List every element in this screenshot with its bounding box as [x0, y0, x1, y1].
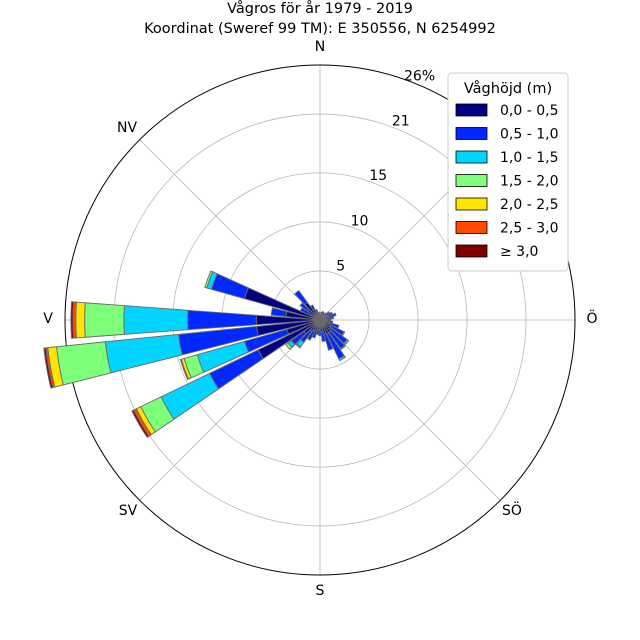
chart-title-line1: Vågros för år 1979 - 2019: [227, 0, 413, 17]
legend-label: 2,0 - 2,5: [500, 197, 558, 213]
direction-label-v: V: [43, 311, 53, 327]
direction-label-sv: SV: [119, 503, 138, 519]
rose-bar-segment: [75, 301, 86, 339]
direction-label-so: SÖ: [502, 501, 522, 519]
radial-tick-label: 15: [369, 168, 387, 184]
radial-tick-label: 26%: [404, 68, 435, 84]
legend-label: 1,5 - 2,0: [500, 174, 558, 190]
rose-bar-segment: [204, 270, 214, 289]
rose-bar-segment: [343, 338, 350, 346]
chart-title-line2: Koordinat (Sweref 99 TM): E 350556, N 62…: [144, 21, 496, 37]
outer-ring: [64, 64, 576, 576]
rose-bar-segment: [299, 302, 311, 313]
rose-bar-segment: [123, 305, 189, 335]
direction-label-nv: NV: [117, 120, 137, 136]
rose-bar-segment: [310, 304, 316, 311]
direction-label-s: S: [316, 583, 325, 599]
legend-swatch: [455, 150, 488, 164]
radial-tick-label: 21: [392, 114, 410, 130]
rose-bar-segment: [104, 333, 183, 374]
rose-bar-segment: [299, 307, 313, 317]
grid-spoke: [139, 319, 321, 501]
legend-label: 2,5 - 3,0: [500, 221, 558, 237]
rose-bar-segment: [210, 273, 250, 300]
rose-bar-segment: [131, 409, 150, 439]
rose-bar-segment: [270, 307, 288, 318]
radial-tick-label: 5: [336, 259, 345, 275]
rose-bar-segment: [285, 342, 293, 351]
legend-swatch: [455, 174, 488, 187]
rose-bar-segment: [323, 331, 334, 351]
grid-spoke: [319, 319, 501, 501]
direction-label-o: Ö: [586, 309, 597, 327]
rose-bars: [43, 270, 350, 439]
rose-bar-segment: [84, 302, 125, 338]
legend-label: ≥ 3,0: [500, 244, 538, 260]
rose-bar-segment: [43, 347, 54, 389]
polar-grid: [64, 64, 576, 576]
legend-swatch: [455, 221, 488, 234]
rose-bar-segment: [294, 289, 309, 306]
legend-items: 0,0 - 0,5 0,5 - 1,0 1,0 - 1,5 1,5 - 2,0 2,0 …: [455, 103, 558, 260]
rose-bar-segment: [56, 341, 112, 386]
rose-bar-segment: [340, 344, 346, 351]
legend-label: 1,0 - 1,5: [500, 150, 558, 166]
rose-bar-segment: [327, 312, 337, 319]
legend-swatch: [455, 197, 488, 211]
rose-bar-segment: [295, 343, 302, 349]
legend: Våghöjd (m) 0,0 - 0,5 0,5 - 1,0 1,0 - 1,5 1…: [447, 72, 569, 272]
legend-label: 0,0 - 0,5: [500, 103, 558, 119]
direction-label-n: N: [315, 39, 325, 55]
grid-spoke: [139, 139, 321, 321]
legend-label: 0,5 - 1,0: [500, 127, 558, 143]
rose-bar-segment: [318, 329, 322, 337]
legend-swatch: [455, 127, 488, 140]
rose-bar-segment: [306, 337, 312, 341]
legend-title: Våghöjd (m): [464, 80, 552, 97]
rose-bar-segment: [327, 316, 335, 320]
rose-bar-segment: [187, 309, 257, 331]
rose-bar-segment: [70, 301, 74, 339]
rose-bar-segment: [328, 322, 340, 329]
rose-bar-segment: [311, 329, 318, 339]
rose-bar-segment: [314, 309, 319, 314]
radial-tick-labels: 5 10 15 21 26%: [336, 68, 435, 274]
rose-bar-segment: [321, 310, 325, 316]
legend-swatch: [455, 244, 488, 258]
rose-bar-segment: [317, 311, 320, 315]
rose-bar-segment: [338, 355, 346, 362]
rose-bar-segment: [179, 358, 190, 381]
rose-bar-segment: [341, 330, 346, 337]
legend-swatch: [455, 103, 488, 117]
radial-tick-label: 10: [351, 213, 369, 229]
rose-bar-segment: [320, 330, 326, 342]
